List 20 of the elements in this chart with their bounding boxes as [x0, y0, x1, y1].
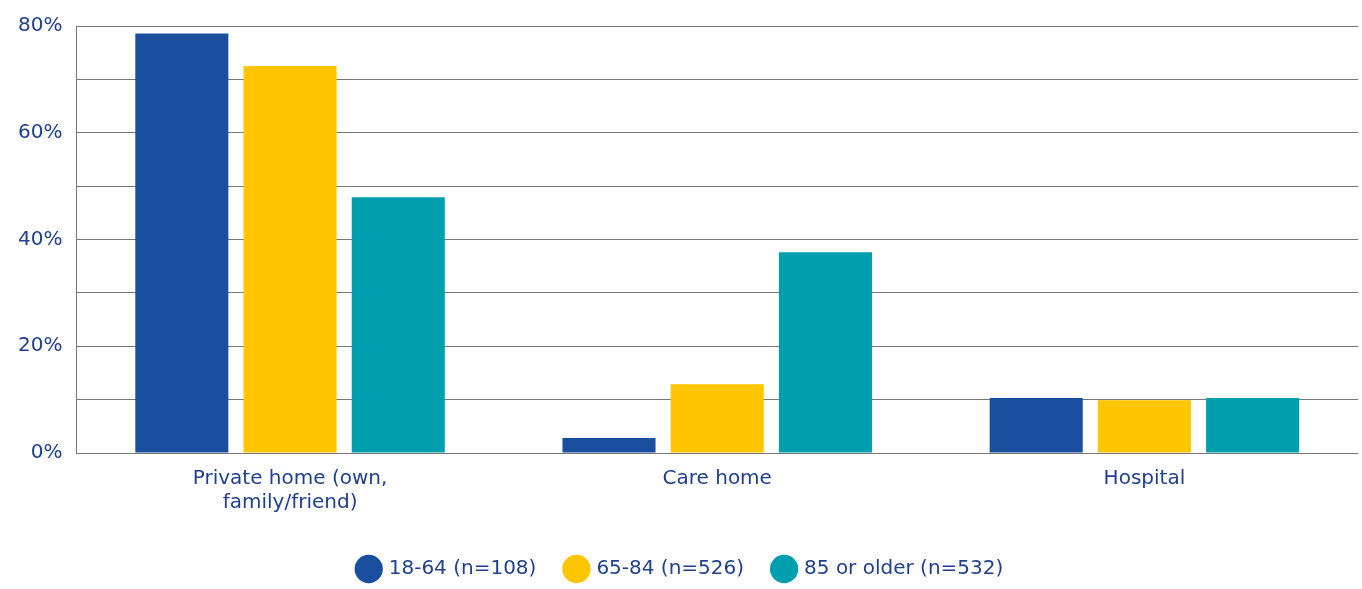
bar	[135, 33, 229, 453]
y-tick-label: 80%	[18, 12, 63, 37]
x-tick-label: Care home	[662, 465, 772, 490]
y-tick-label: 20%	[18, 332, 63, 357]
bar	[1206, 398, 1300, 453]
legend-label: 65-84 (n=526)	[596, 555, 745, 580]
y-tick-label: 60%	[18, 118, 63, 143]
x-tick-label: Hospital	[1103, 465, 1186, 490]
bar	[778, 252, 872, 453]
bar	[1097, 400, 1191, 453]
legend-label: 85 or older (n=532)	[804, 555, 1004, 580]
bar	[243, 66, 337, 453]
bar	[670, 384, 764, 453]
legend-label: 18-64 (n=108)	[388, 555, 537, 580]
y-tick-label: 40%	[18, 225, 63, 250]
y-tick-label: 0%	[30, 439, 63, 464]
bar	[351, 197, 445, 453]
bar	[562, 438, 656, 453]
bar	[989, 398, 1083, 453]
x-tick-label: Private home (own, family/friend)	[192, 465, 388, 514]
